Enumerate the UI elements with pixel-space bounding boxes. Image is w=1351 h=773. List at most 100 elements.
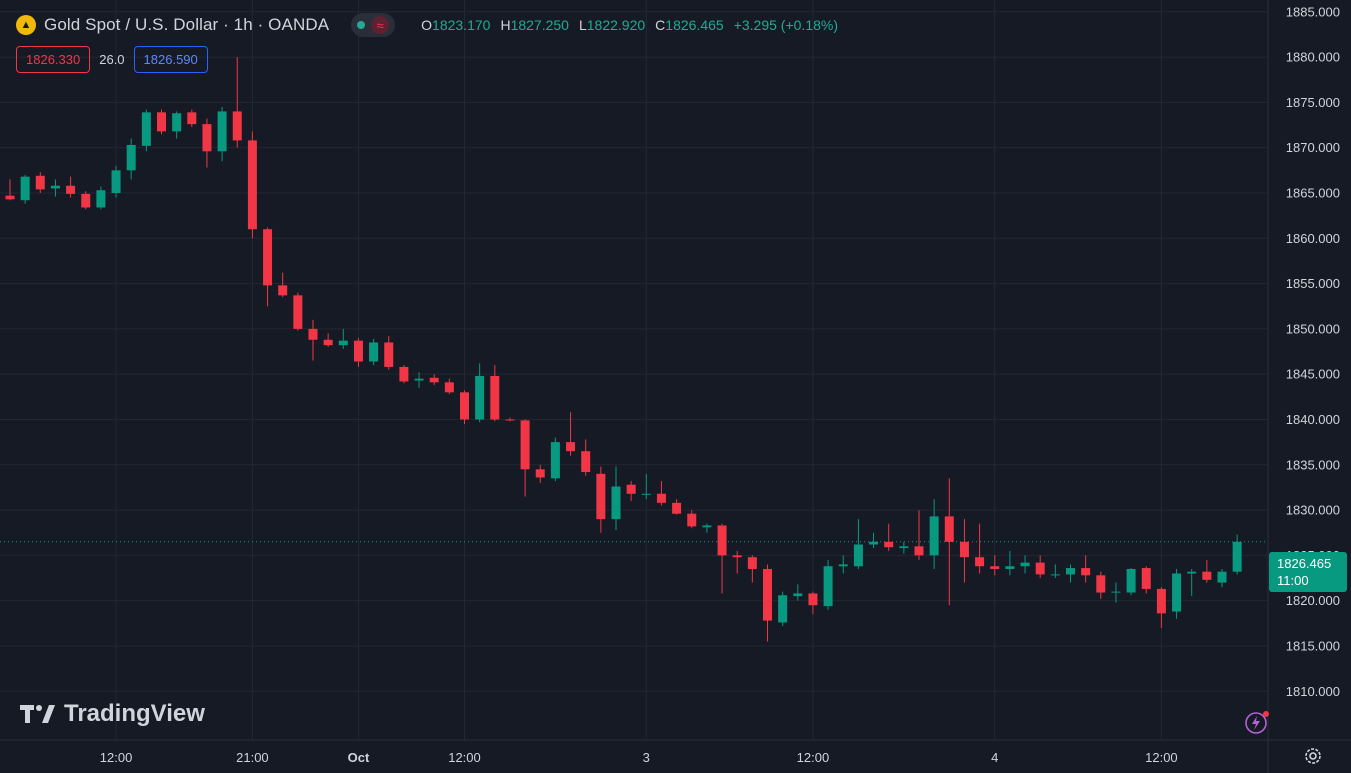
x-tick-label: Oct [348, 750, 370, 765]
candle [187, 109, 197, 127]
symbol-title[interactable]: Gold Spot / U.S. Dollar · 1h · OANDA [44, 15, 330, 34]
candle-body [656, 493, 666, 503]
candle [232, 57, 242, 148]
candle [202, 118, 212, 168]
x-tick-label: 12:00 [100, 750, 133, 765]
candle [1005, 550, 1015, 576]
candle-body [793, 593, 803, 597]
candle-body [50, 185, 60, 189]
candle-body [157, 112, 166, 132]
candle-body [308, 328, 318, 340]
candle-body [1081, 568, 1091, 576]
y-tick-label: 1855.000 [1286, 276, 1340, 291]
candle-body [1096, 575, 1106, 593]
buy-button[interactable]: 1826.590 [133, 46, 208, 73]
last-price-value: 1826.465 [1277, 556, 1332, 571]
candle [247, 131, 257, 239]
candle [869, 532, 879, 549]
candle-body [853, 544, 863, 567]
candle-body [278, 285, 288, 296]
high-label: H [500, 17, 511, 33]
candle-body [959, 541, 969, 558]
candle [50, 179, 60, 197]
candle [899, 541, 909, 554]
candle [747, 555, 757, 583]
lightning-icon[interactable] [1244, 709, 1270, 735]
y-tick-label: 1870.000 [1286, 140, 1340, 155]
candle-body [944, 516, 954, 542]
x-tick-label: 3 [643, 750, 650, 765]
candle-body [626, 484, 636, 494]
candle [353, 337, 363, 367]
candle-body [1111, 591, 1121, 593]
sell-button[interactable]: 1826.330 [16, 46, 91, 73]
candle [263, 227, 273, 307]
open-value: 1823.170 [432, 17, 491, 33]
candle-body [66, 185, 76, 194]
tradingview-logo-icon [20, 705, 55, 723]
candle-body [1187, 571, 1197, 574]
candle-body [1172, 573, 1182, 612]
y-tick-label: 1810.000 [1286, 684, 1340, 699]
candle-body [1217, 571, 1227, 583]
candle-body [1020, 562, 1030, 567]
candle-body [353, 340, 363, 362]
candle-body [505, 419, 515, 421]
candle [853, 519, 863, 569]
candle [5, 179, 15, 201]
candle-body [414, 378, 424, 381]
candle-body [96, 190, 106, 208]
candle [550, 437, 560, 482]
market-open-dot-icon [357, 21, 366, 29]
candle-body [369, 342, 379, 362]
candle [157, 109, 166, 135]
candle [672, 499, 682, 515]
candle-body [141, 112, 151, 146]
candle-body [687, 513, 697, 527]
candle [1066, 564, 1075, 583]
candle [1156, 587, 1166, 628]
y-tick-label: 1850.000 [1286, 321, 1340, 336]
trade-buttons: 1826.330 26.0 1826.590 [16, 46, 208, 73]
candle [566, 412, 576, 456]
candle-body [596, 473, 606, 520]
y-tick-label: 1835.000 [1286, 457, 1340, 472]
x-axis-labels: 12:00 21:00 Oct 12:00 3 12:00 4 12:00 [100, 750, 1178, 765]
status-pill[interactable]: ≈ [351, 13, 396, 37]
x-tick-label: 12:00 [1145, 750, 1178, 765]
candle-body [1035, 562, 1045, 575]
y-tick-label: 1875.000 [1286, 95, 1340, 110]
close-label: C [655, 17, 666, 33]
gear-icon[interactable] [1302, 745, 1324, 767]
candle-body [399, 366, 409, 382]
candle-body [1232, 541, 1242, 572]
candle-body [581, 451, 591, 473]
candle-body [884, 541, 894, 548]
candle [338, 328, 348, 349]
candle [81, 191, 91, 210]
candle-body [1126, 568, 1136, 593]
candle-body [747, 557, 757, 569]
candle [656, 481, 666, 506]
ohlc-values: O1823.170 H1827.250 L1822.920 C1826.465 … [421, 17, 838, 33]
candle-body [1202, 571, 1212, 580]
chart-legend-header: ▲ Gold Spot / U.S. Dollar · 1h · OANDA ≈… [16, 12, 838, 38]
last-price-label: 1826.465 11:00 [1269, 552, 1347, 592]
candle [611, 466, 621, 531]
candle-body [490, 375, 500, 420]
candle [1217, 568, 1227, 588]
candle-body [763, 568, 772, 621]
candle [217, 106, 227, 162]
y-tick-label: 1880.000 [1286, 50, 1340, 65]
candle [1081, 555, 1091, 583]
candle [35, 172, 45, 193]
candle [323, 333, 333, 347]
candle [505, 417, 515, 422]
tradingview-watermark[interactable]: TradingView [20, 700, 205, 728]
y-tick-label: 1815.000 [1286, 638, 1340, 653]
candle-body [611, 486, 621, 520]
candle-body [444, 382, 454, 393]
candle-body [247, 140, 257, 230]
x-tick-label: 21:00 [236, 750, 269, 765]
